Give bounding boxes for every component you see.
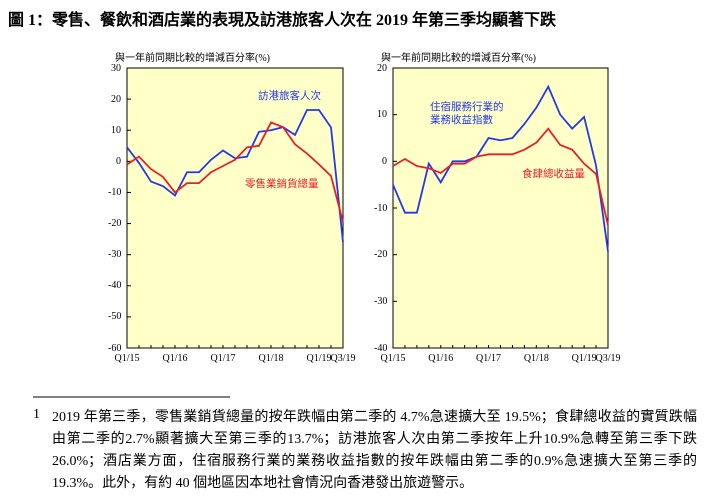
y-tick-label: -40 — [108, 280, 122, 292]
y-tick-label: 30 — [111, 62, 121, 74]
y-axis-label: 與一年前同期比較的增減百分率(%) — [115, 52, 270, 64]
y-tick-label: 0 — [116, 155, 121, 167]
y-tick-label: -30 — [374, 295, 388, 307]
y-tick-label: -10 — [374, 202, 388, 214]
x-tick-label: Q1/18 — [523, 352, 549, 364]
y-tick-label: 20 — [377, 62, 387, 74]
y-tick-label: -20 — [374, 249, 388, 261]
series-line — [392, 127, 609, 226]
y-tick-label: -40 — [374, 342, 388, 354]
x-tick-label: Q1/17 — [210, 352, 236, 364]
x-tick-label: Q1/19 — [306, 352, 332, 364]
series-label: 住宿服務行業的 業務收益指數 — [430, 101, 504, 127]
series-label: 食肆總收益量 — [522, 169, 585, 180]
series-label: 零售業銷貨總量 — [245, 179, 319, 190]
series-line — [392, 84, 609, 252]
x-tick-label: Q1/18 — [258, 352, 284, 364]
y-tick-label: 0 — [382, 155, 387, 167]
series-line — [126, 109, 344, 243]
x-tick-label: Q3/19 — [330, 352, 356, 364]
y-tick-label: 10 — [377, 109, 387, 121]
x-tick-label: Q1/16 — [162, 352, 188, 364]
y-tick-label: -20 — [108, 218, 122, 230]
y-tick-label: -50 — [108, 311, 122, 323]
title: 圖 1：零售、餐飲和酒店業的表現及訪港旅客人次在 2019 年第三季均顯著下跌 — [8, 12, 557, 29]
x-tick-label: Q1/17 — [476, 352, 502, 364]
plot-area — [392, 67, 609, 349]
y-tick-label: 10 — [111, 124, 121, 136]
y-tick-label: 20 — [111, 93, 121, 105]
footnote-text: 2019 年第三季，零售業銷貨總量的按年跌幅由第二季的 4.7%急速擴大至 19… — [52, 410, 697, 491]
y-tick-label: -60 — [108, 342, 122, 354]
y-tick-label: -10 — [108, 186, 122, 198]
series-label: 訪港旅客人次 — [258, 91, 321, 102]
y-axis-label: 與一年前同期比較的增減百分率(%) — [381, 52, 536, 64]
x-tick-label: Q1/19 — [571, 352, 597, 364]
x-tick-label: Q1/16 — [428, 352, 454, 364]
series-line — [126, 121, 344, 223]
footnote-number: 1 — [33, 407, 40, 422]
x-tick-label: Q3/19 — [595, 352, 621, 364]
x-tick-label: Q1/15 — [380, 352, 406, 364]
y-tick-label: -30 — [108, 249, 122, 261]
x-tick-label: Q1/15 — [114, 352, 140, 364]
